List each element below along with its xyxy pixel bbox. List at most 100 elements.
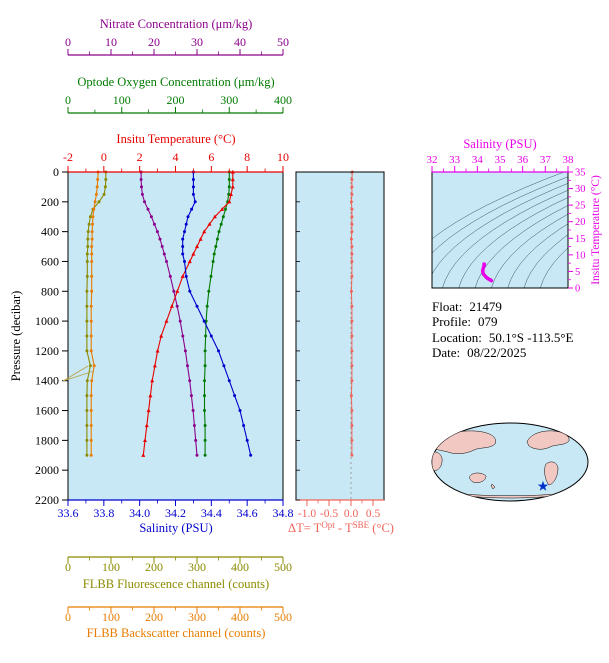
data-point xyxy=(350,252,354,256)
data-point xyxy=(89,334,93,338)
data-point xyxy=(186,215,190,219)
series-points-oxygen xyxy=(203,170,231,457)
data-point xyxy=(175,304,179,308)
oxygen-tick-label: 0 xyxy=(65,93,71,107)
data-point xyxy=(214,245,218,248)
data-point xyxy=(181,245,185,248)
data-point xyxy=(148,393,153,398)
data-point xyxy=(97,200,101,204)
data-point xyxy=(140,185,143,189)
temperature-axis-title: Insitu Temperature (°C) xyxy=(116,132,235,146)
ts_salinity-tick-label: 32 xyxy=(427,154,438,166)
pressure-tick-label: 200 xyxy=(41,195,59,209)
data-point xyxy=(189,394,193,398)
data-point xyxy=(203,424,207,427)
data-point xyxy=(90,237,94,241)
data-point xyxy=(102,192,106,196)
data-point xyxy=(162,252,166,256)
data-point xyxy=(164,318,169,323)
data-point xyxy=(90,379,94,383)
delta-t-title-base2: - T xyxy=(335,521,353,535)
data-point xyxy=(146,207,150,211)
ts-temperature-tick-label: 5 xyxy=(575,267,580,278)
data-point xyxy=(203,438,207,442)
data-point xyxy=(188,289,192,293)
density-contour xyxy=(523,234,568,288)
data-point xyxy=(87,222,91,226)
temperature-tick-label: 4 xyxy=(173,150,179,164)
data-point xyxy=(90,289,94,293)
data-point xyxy=(152,363,157,368)
data-point xyxy=(227,185,231,189)
data-point xyxy=(152,222,156,226)
data-point xyxy=(350,274,354,278)
data-point xyxy=(141,453,146,457)
ts-temperature-axis-title: Insitu Temperature (°C) xyxy=(590,175,602,285)
data-point xyxy=(350,215,354,219)
pressure-tick-label: 400 xyxy=(41,225,59,239)
world-map xyxy=(431,422,589,502)
data-point xyxy=(188,379,192,383)
data-point xyxy=(168,274,172,278)
nitrate-tick-label: 50 xyxy=(277,35,289,49)
ts_salinity-tick-label: 35 xyxy=(495,154,507,166)
data-point xyxy=(207,222,212,226)
data-point xyxy=(86,245,90,248)
data-point xyxy=(89,424,93,427)
ts_salinity-tick-label: 33 xyxy=(449,154,461,166)
temperature-tick-label: 10 xyxy=(277,150,289,164)
data-point xyxy=(350,192,354,196)
oxygen-tick-label: 400 xyxy=(274,93,292,107)
data-point xyxy=(90,245,94,248)
ts-temperature-tick-label: 15 xyxy=(575,234,586,245)
data-point xyxy=(88,364,92,368)
flbb-annotation-line xyxy=(62,365,89,382)
nitrate-tick-label: 10 xyxy=(105,35,117,49)
temperature-tick-label: -2 xyxy=(63,150,73,164)
data-point xyxy=(245,438,249,442)
fluorescence-axis-title: FLBB Fluorescence channel (counts) xyxy=(83,577,269,591)
data-point xyxy=(233,394,237,398)
data-point xyxy=(350,379,354,383)
data-point xyxy=(350,304,354,308)
data-point xyxy=(350,364,354,368)
data-point xyxy=(85,252,89,256)
fluorescence-tick-label: 100 xyxy=(102,560,120,574)
data-point xyxy=(191,185,195,189)
fluorescence-tick-label: 200 xyxy=(145,560,163,574)
data-point xyxy=(85,424,89,427)
salinity-tick-label: 34.4 xyxy=(201,506,222,520)
data-point xyxy=(224,207,227,211)
data-point xyxy=(217,230,221,234)
data-point xyxy=(489,279,494,283)
nitrate-tick-label: 40 xyxy=(234,35,246,49)
data-point xyxy=(350,245,354,248)
data-point xyxy=(85,379,89,383)
data-point xyxy=(220,207,225,211)
data-point xyxy=(229,192,233,196)
backscatter-tick-label: 200 xyxy=(145,610,163,624)
data-point xyxy=(89,319,93,323)
ts-temperature-tick-label: 20 xyxy=(575,217,586,228)
pressure-tick-label: 1600 xyxy=(35,404,59,418)
data-point xyxy=(85,438,89,442)
data-point xyxy=(193,200,197,204)
pressure-tick-label: 1200 xyxy=(35,344,59,358)
data-point xyxy=(104,178,108,181)
data-point xyxy=(215,237,219,241)
series-points-delta-t xyxy=(349,170,354,457)
nitrate-tick-label: 30 xyxy=(191,35,203,49)
data-point xyxy=(85,394,89,398)
data-point xyxy=(86,237,90,241)
pressure-tick-label: 2200 xyxy=(35,493,59,507)
ts-temperature-tick-label: 30 xyxy=(575,184,586,195)
ts-temperature-tick-label: 0 xyxy=(575,284,580,295)
data-point xyxy=(91,222,94,226)
data-point xyxy=(181,237,185,241)
pressure-tick-label: 800 xyxy=(41,284,59,298)
data-point xyxy=(349,394,353,398)
data-point xyxy=(203,379,206,383)
data-point xyxy=(140,192,144,196)
temperature-tick-label: 8 xyxy=(244,150,250,164)
salinity-tick-label: 33.6 xyxy=(58,506,79,520)
